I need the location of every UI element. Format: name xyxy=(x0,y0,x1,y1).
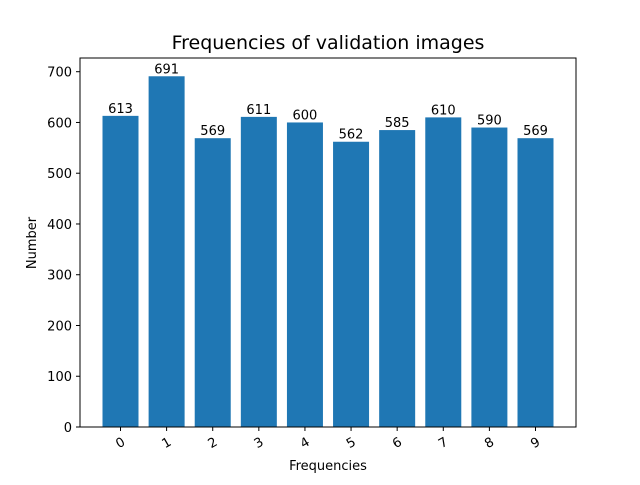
bar-labels-group: 613 691 569 611 600 562 585 610 590 569 xyxy=(108,62,548,142)
bar-5 xyxy=(333,141,370,427)
y-tick-label-600: 600 xyxy=(47,116,72,131)
bar-6 xyxy=(379,130,416,427)
y-tick-label-200: 200 xyxy=(47,319,72,334)
y-tick-label-400: 400 xyxy=(47,218,72,233)
bar-1 xyxy=(148,76,185,428)
bar-value-label-0: 613 xyxy=(108,102,133,117)
chart-title: Frequencies of validation images xyxy=(172,32,485,54)
bar-value-label-3: 611 xyxy=(246,103,271,118)
y-axis: 0 100 200 300 400 500 600 700 xyxy=(47,66,80,436)
bar-value-label-5: 562 xyxy=(339,128,364,143)
bar-7 xyxy=(425,117,462,428)
bar-value-label-9: 569 xyxy=(523,124,548,139)
plot-frame xyxy=(79,57,577,428)
y-tick-label-0: 0 xyxy=(64,421,72,436)
y-tick-label-100: 100 xyxy=(47,370,72,385)
y-tick-label-500: 500 xyxy=(47,167,72,182)
y-tick-label-700: 700 xyxy=(47,66,72,81)
bar-value-label-2: 569 xyxy=(200,124,225,139)
bar-3 xyxy=(240,116,277,428)
y-tick-label-300: 300 xyxy=(47,269,72,284)
bar-4 xyxy=(286,122,323,427)
bar-value-label-6: 585 xyxy=(385,116,410,131)
bar-value-label-7: 610 xyxy=(431,103,456,118)
y-axis-label: Number xyxy=(25,216,40,269)
bar-value-label-4: 600 xyxy=(293,108,318,123)
x-axis-label: Frequencies xyxy=(289,459,367,474)
bar-value-label-8: 590 xyxy=(477,114,502,129)
bar-8 xyxy=(471,127,508,428)
bar-value-label-1: 691 xyxy=(154,62,179,77)
bar-0 xyxy=(102,115,139,427)
bar-2 xyxy=(194,138,231,428)
bar-9 xyxy=(517,138,554,428)
bars-group xyxy=(102,76,554,428)
